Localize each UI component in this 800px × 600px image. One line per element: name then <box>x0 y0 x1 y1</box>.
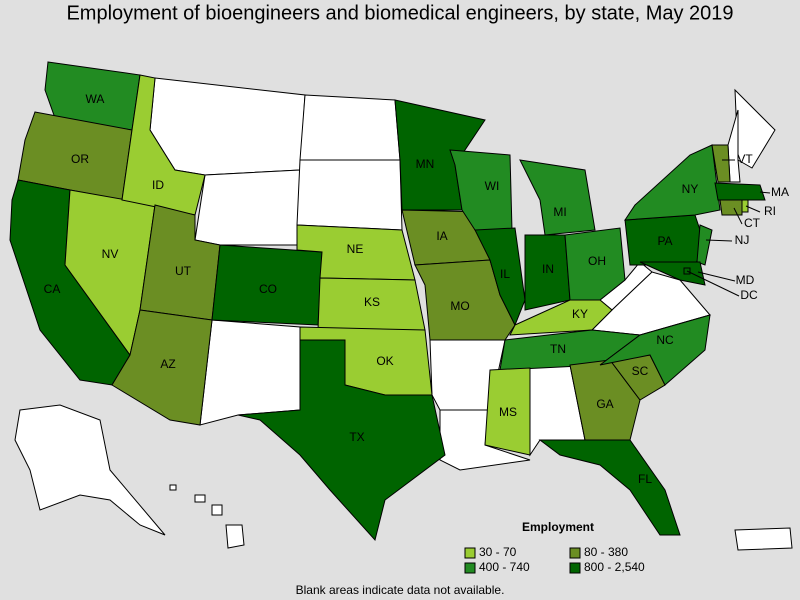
state <box>714 182 766 201</box>
state-label: MS <box>499 405 517 419</box>
blank-state <box>296 159 403 231</box>
state-label: NY <box>682 182 699 196</box>
state-label: CA <box>44 282 61 296</box>
state-label: OH <box>588 254 606 268</box>
state-label: OR <box>71 152 89 166</box>
state <box>121 74 206 216</box>
state <box>564 227 626 301</box>
state <box>711 144 731 183</box>
state <box>519 159 596 236</box>
blank-state <box>225 524 245 549</box>
state-label: KS <box>364 295 380 309</box>
state-label: VT <box>737 152 753 166</box>
state-label: TX <box>349 430 364 444</box>
state-label: RI <box>764 204 776 218</box>
state <box>538 439 681 536</box>
legend-swatch <box>464 547 476 559</box>
leader-line <box>697 271 736 282</box>
state-label: CT <box>744 216 761 230</box>
state-label: MD <box>736 273 755 287</box>
state-label: IL <box>500 267 510 281</box>
legend-label: 400 - 740 <box>479 560 530 574</box>
legend-label: 30 - 70 <box>479 545 517 559</box>
state <box>484 367 531 456</box>
legend-label: 800 - 2,540 <box>584 560 645 574</box>
state-label: UT <box>175 264 192 278</box>
blank-state <box>199 319 301 426</box>
state <box>599 314 711 386</box>
state-label: ID <box>152 178 164 192</box>
state <box>696 224 713 266</box>
blank-states <box>14 77 793 551</box>
state-label: CO <box>259 282 277 296</box>
legend-title: Employment <box>522 520 594 534</box>
legend-label: 80 - 380 <box>584 545 628 559</box>
blank-state <box>194 169 301 246</box>
legend: 30 - 70 80 - 380 400 - 740 800 - 2,540 <box>464 545 645 574</box>
blank-state <box>149 77 306 176</box>
state-label: MA <box>771 185 789 199</box>
state <box>741 199 749 213</box>
leader-line <box>745 205 761 213</box>
state-label: PA <box>657 234 672 248</box>
state <box>569 359 641 441</box>
map-title: Employment of bioengineers and biomedica… <box>66 2 733 24</box>
state-label: AZ <box>160 357 175 371</box>
blank-state <box>734 527 793 551</box>
state-label: TN <box>550 342 566 356</box>
blank-state <box>194 494 206 503</box>
state-label: WA <box>86 92 105 106</box>
state <box>719 199 743 216</box>
state-label: MI <box>553 205 566 219</box>
leader-line <box>733 207 743 225</box>
state <box>237 339 446 542</box>
blank-state <box>14 404 166 536</box>
legend-swatch <box>464 562 476 574</box>
states: WA OR CA NV ID UT AZ CO NE KS OK TX MN IA MO WI IL MI IN OH… <box>9 61 789 542</box>
leader-line <box>759 191 771 194</box>
leader-line <box>705 239 733 242</box>
state-label: MO <box>450 299 469 313</box>
blank-state <box>211 504 223 516</box>
state-label: MN <box>416 157 435 171</box>
legend-swatch <box>569 562 581 574</box>
state-label: IA <box>436 229 447 243</box>
state-label: NE <box>347 242 364 256</box>
state-label: NC <box>656 333 674 347</box>
state-label: OK <box>376 354 393 368</box>
leader-line <box>686 270 740 297</box>
state-label: DC <box>740 288 758 302</box>
state-label: FL <box>638 472 652 486</box>
state-label: NV <box>102 247 119 261</box>
state-label: SC <box>632 364 649 378</box>
state-label: IN <box>542 262 554 276</box>
blank-state <box>299 94 401 161</box>
state <box>509 299 613 336</box>
footnote: Blank areas indicate data not available. <box>296 583 505 597</box>
state-label: KY <box>572 307 588 321</box>
state-label: WI <box>485 179 500 193</box>
legend-swatch <box>569 547 581 559</box>
state-label: NJ <box>735 233 750 247</box>
blank-state <box>169 484 177 491</box>
state-label: GA <box>596 397 613 411</box>
state <box>624 144 721 221</box>
